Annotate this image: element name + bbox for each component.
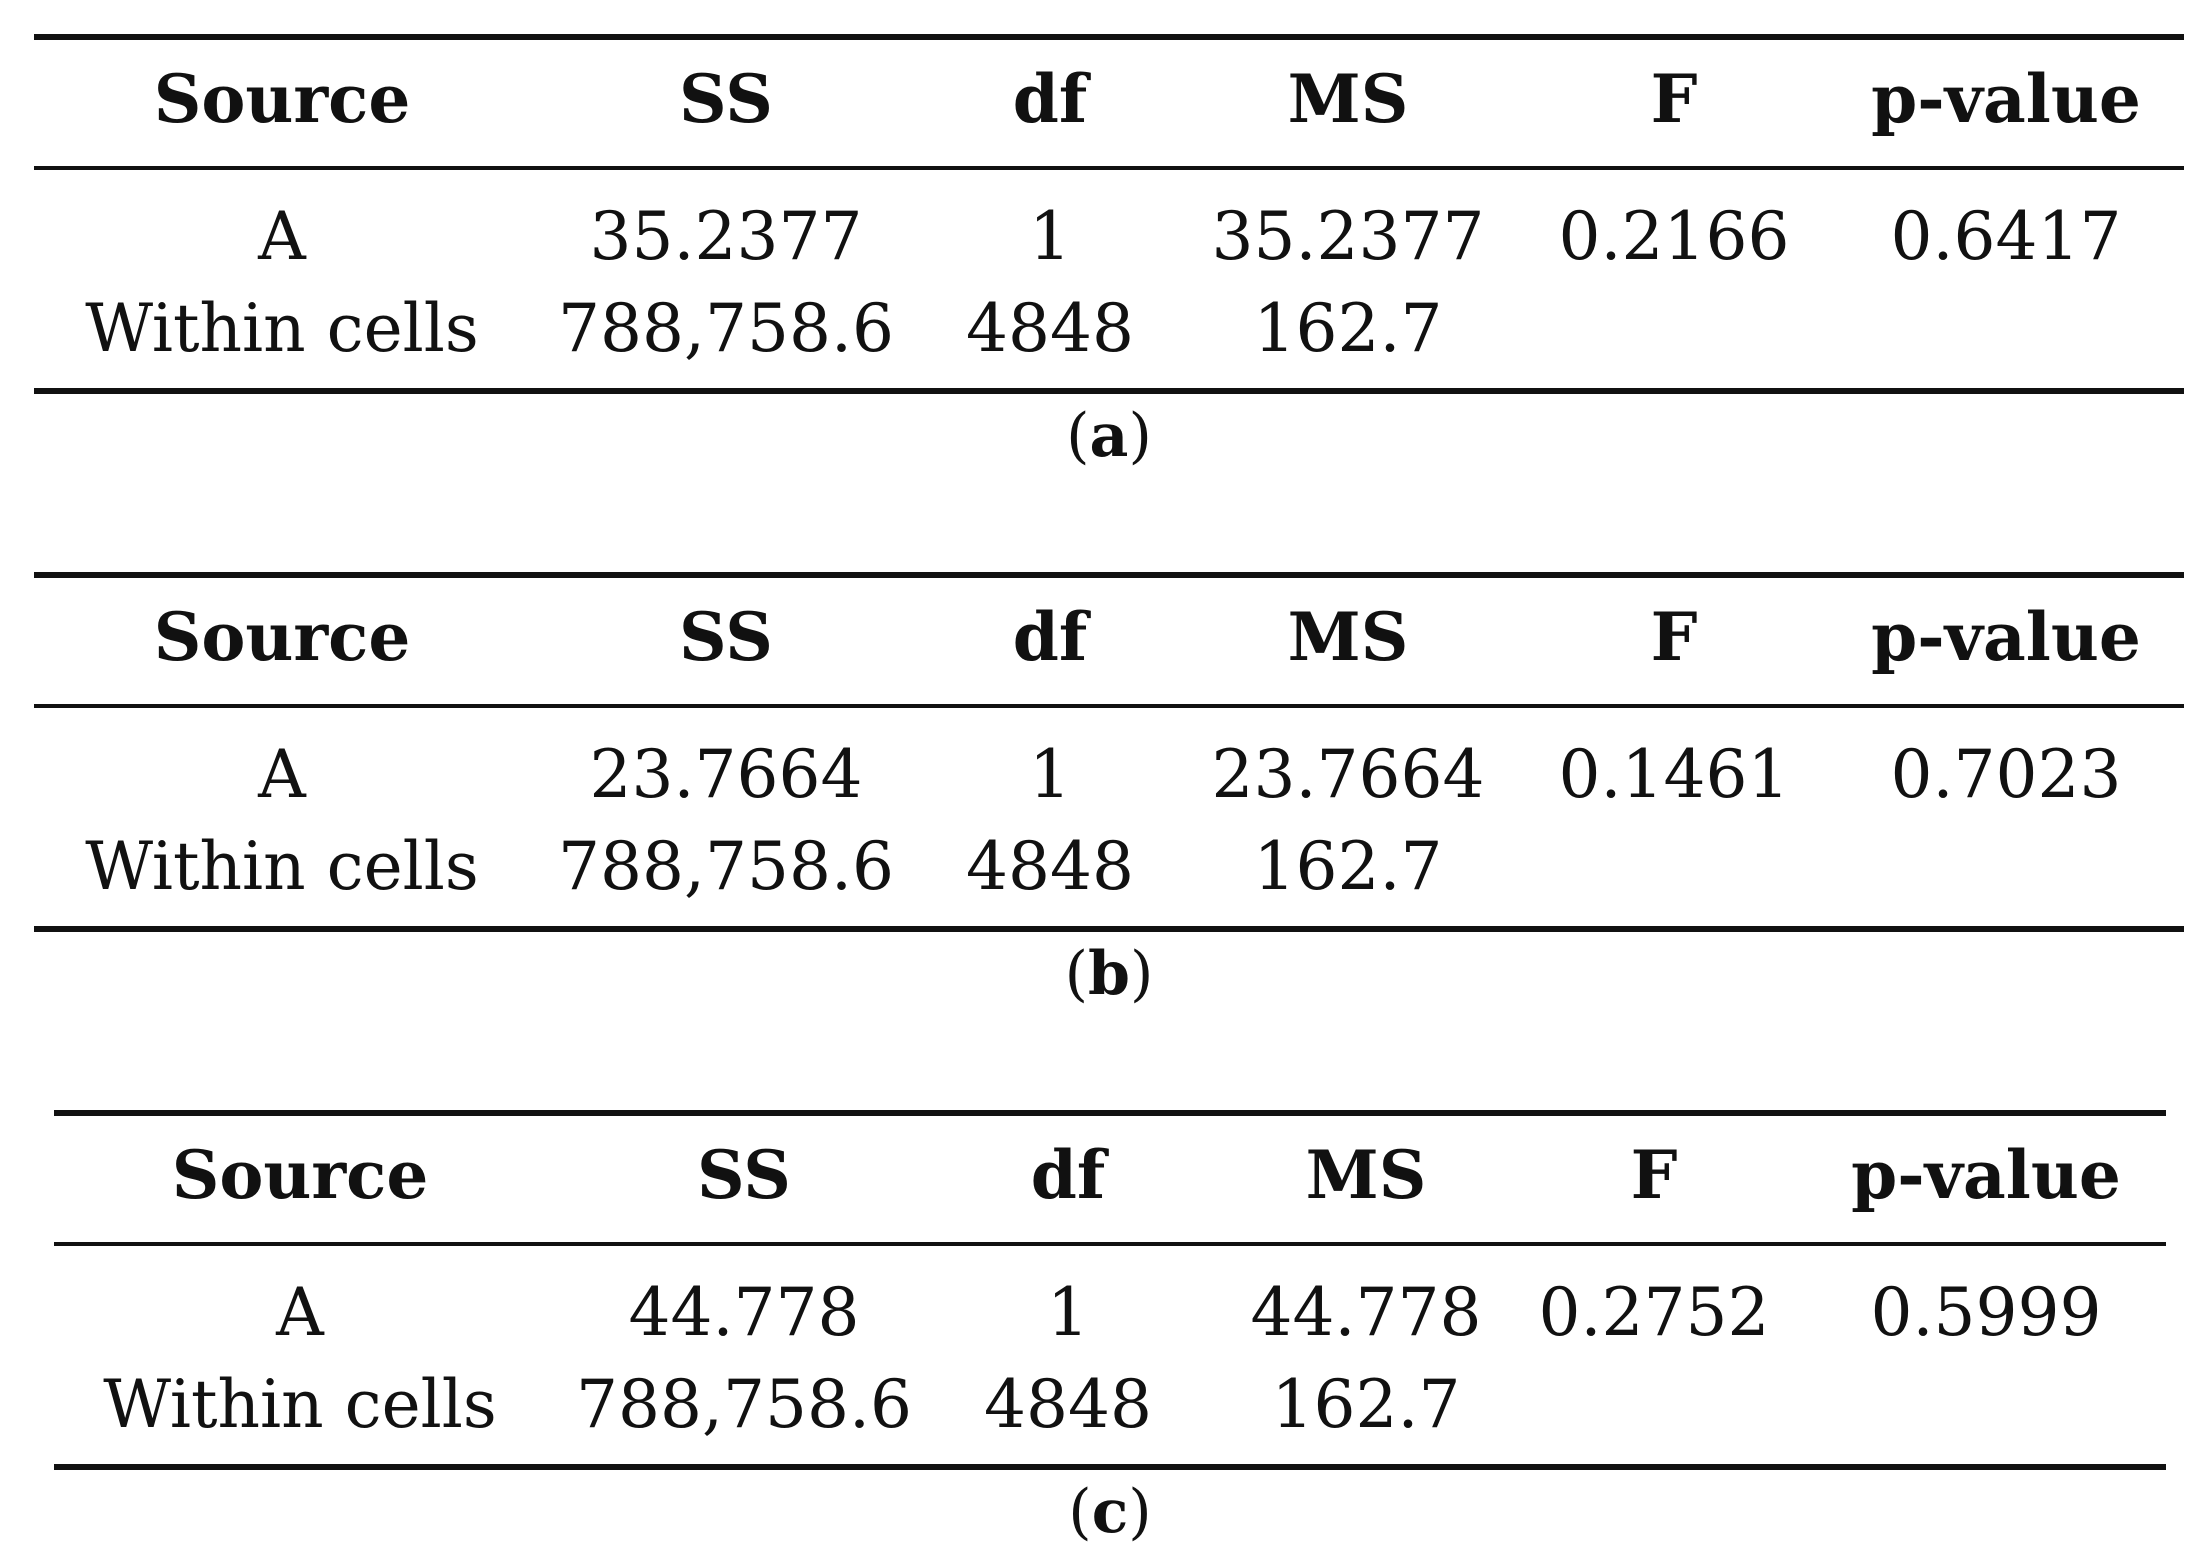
header-p-value: p-value: [1871, 598, 2141, 676]
header-ss: SS: [679, 598, 773, 676]
cell-p-value: 0.5999: [1870, 1274, 2102, 1351]
anova-table-a: Source SS df MS F p-value A 35.2377 1 35…: [34, 34, 2184, 466]
cell-df: 4848: [966, 290, 1134, 367]
header-rule: [34, 704, 2184, 708]
table-caption: (c): [1068, 1477, 1152, 1547]
cell-ss: 788,758.6: [558, 290, 894, 367]
cell-source: Within cells: [103, 1366, 497, 1443]
caption-letter: a: [1089, 401, 1129, 471]
cell-ss: 44.778: [628, 1274, 860, 1351]
cell-source: Within cells: [85, 828, 479, 905]
cell-p-value: 0.6417: [1890, 198, 2122, 275]
header-f: F: [1650, 598, 1698, 676]
cell-source: Within cells: [85, 290, 479, 367]
cell-source: A: [258, 736, 306, 813]
header-source: Source: [153, 60, 411, 138]
cell-ms: 162.7: [1271, 1366, 1461, 1443]
cell-f: 0.2752: [1538, 1274, 1770, 1351]
cell-f: 0.1461: [1558, 736, 1790, 813]
anova-table-c: Source SS df MS F p-value A 44.778 1 44.…: [54, 1110, 2166, 1542]
top-rule: [34, 572, 2184, 578]
header-df: df: [1012, 60, 1088, 138]
header-ms: MS: [1287, 598, 1409, 676]
top-rule: [34, 34, 2184, 40]
cell-df: 4848: [966, 828, 1134, 905]
cell-df: 1: [1029, 198, 1071, 275]
cell-p-value: 0.7023: [1890, 736, 2122, 813]
header-ss: SS: [679, 60, 773, 138]
bottom-rule: [34, 926, 2184, 932]
header-ms: MS: [1287, 60, 1409, 138]
header-f: F: [1630, 1136, 1678, 1214]
cell-ms: 23.7664: [1211, 736, 1485, 813]
header-source: Source: [171, 1136, 429, 1214]
bottom-rule: [34, 388, 2184, 394]
cell-ms: 162.7: [1253, 828, 1443, 905]
table-caption: (a): [1066, 401, 1152, 471]
header-ms: MS: [1305, 1136, 1427, 1214]
cell-ss: 35.2377: [589, 198, 863, 275]
header-rule: [54, 1242, 2166, 1246]
cell-ms: 162.7: [1253, 290, 1443, 367]
header-df: df: [1030, 1136, 1106, 1214]
header-p-value: p-value: [1851, 1136, 2121, 1214]
cell-ms: 44.778: [1250, 1274, 1482, 1351]
cell-df: 1: [1047, 1274, 1089, 1351]
cell-ss: 23.7664: [589, 736, 863, 813]
cell-f: 0.2166: [1558, 198, 1790, 275]
table-caption: (b): [1064, 939, 1154, 1009]
caption-letter: c: [1091, 1477, 1129, 1547]
bottom-rule: [54, 1464, 2166, 1470]
cell-source: A: [276, 1274, 324, 1351]
header-df: df: [1012, 598, 1088, 676]
cell-df: 4848: [984, 1366, 1152, 1443]
header-rule: [34, 166, 2184, 170]
caption-letter: b: [1088, 939, 1130, 1009]
cell-source: A: [258, 198, 306, 275]
cell-df: 1: [1029, 736, 1071, 813]
header-source: Source: [153, 598, 411, 676]
header-p-value: p-value: [1871, 60, 2141, 138]
cell-ss: 788,758.6: [576, 1366, 912, 1443]
cell-ss: 788,758.6: [558, 828, 894, 905]
top-rule: [54, 1110, 2166, 1116]
header-f: F: [1650, 60, 1698, 138]
anova-table-b: Source SS df MS F p-value A 23.7664 1 23…: [34, 572, 2184, 1004]
cell-ms: 35.2377: [1211, 198, 1485, 275]
header-ss: SS: [697, 1136, 791, 1214]
